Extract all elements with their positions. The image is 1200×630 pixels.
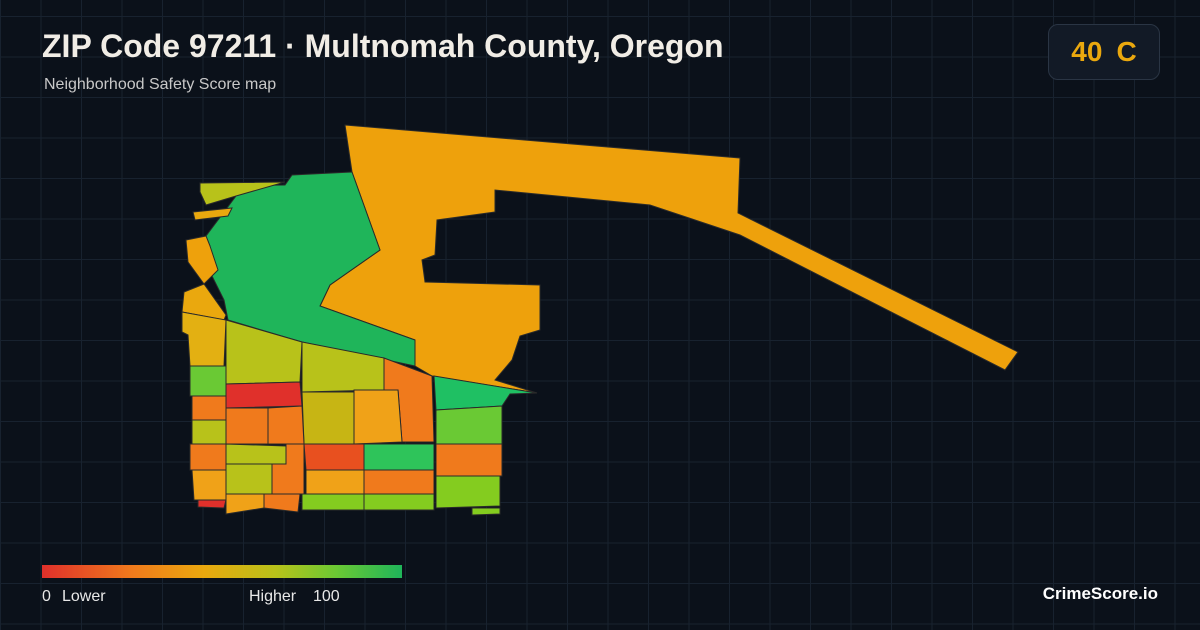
region <box>263 493 301 513</box>
region <box>225 407 269 445</box>
region <box>181 283 227 321</box>
region <box>435 443 503 477</box>
legend-gradient <box>42 565 402 578</box>
region <box>191 419 227 445</box>
region <box>189 443 227 471</box>
region <box>363 443 435 471</box>
region <box>301 493 365 511</box>
title: ZIP Code 97211 · Multnomah County, Orego… <box>42 28 724 64</box>
region <box>319 124 1019 394</box>
score-value: 40 <box>1071 36 1103 67</box>
region <box>191 395 227 421</box>
score-grade: C <box>1116 36 1137 67</box>
region <box>197 499 227 509</box>
brand: CrimeScore.io <box>1042 584 1158 603</box>
region <box>225 493 265 515</box>
region <box>199 181 286 206</box>
region <box>181 311 227 367</box>
score-badge: 40 C <box>1048 24 1160 80</box>
region <box>435 405 503 445</box>
region <box>301 391 355 445</box>
legend-max: 100 <box>313 588 340 605</box>
region <box>305 469 365 495</box>
region <box>471 507 501 516</box>
region <box>435 475 501 509</box>
region <box>185 235 219 285</box>
region <box>225 443 287 465</box>
region <box>433 375 538 411</box>
region <box>225 381 303 409</box>
region <box>191 469 227 501</box>
region <box>363 493 435 511</box>
region <box>363 469 435 495</box>
region <box>267 405 305 445</box>
legend-max-label: Higher <box>249 588 297 605</box>
legend-min-label: Lower <box>62 588 106 605</box>
subtitle: Neighborhood Safety Score map <box>44 76 277 93</box>
region <box>303 443 365 471</box>
region <box>353 389 403 445</box>
region <box>192 207 233 221</box>
legend-min: 0 <box>42 588 51 605</box>
region <box>225 463 273 495</box>
region <box>189 365 227 397</box>
